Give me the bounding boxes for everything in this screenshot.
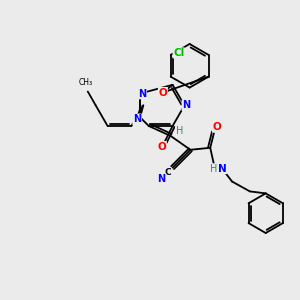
Text: CH₃: CH₃ [79, 78, 93, 87]
Text: N: N [133, 114, 141, 124]
Text: O: O [158, 88, 167, 98]
Text: N: N [138, 88, 146, 98]
Text: H: H [176, 126, 183, 136]
Text: O: O [213, 122, 221, 132]
Text: Cl: Cl [173, 48, 184, 58]
Text: N: N [218, 164, 226, 174]
Text: C: C [164, 168, 171, 177]
Text: N: N [158, 173, 166, 184]
Text: H: H [209, 164, 217, 174]
Text: N: N [182, 100, 190, 110]
Text: O: O [157, 142, 166, 152]
